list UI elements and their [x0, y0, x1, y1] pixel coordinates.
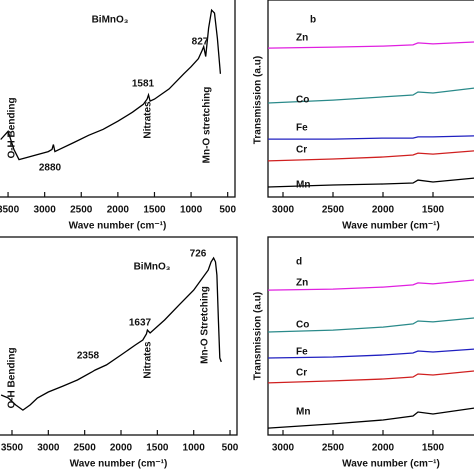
x-tick-label: 2000	[110, 443, 133, 454]
x-tick-label: 3000	[272, 443, 295, 454]
series-label: Cr	[296, 368, 307, 379]
spectrum-line	[267, 407, 474, 429]
x-axis-title: Wave number (cm⁻¹)	[70, 459, 168, 470]
annotation: 827	[192, 37, 209, 48]
annotation: 2880	[39, 163, 62, 174]
annotation: 1581	[132, 79, 155, 90]
series-label: Zn	[296, 278, 308, 289]
annotation: Nitrates	[143, 101, 154, 139]
panel-label: b	[310, 15, 316, 26]
x-tick-label: 2500	[74, 443, 97, 454]
y-axis-title: Transmission (a.u)	[253, 292, 264, 380]
x-tick-label: 3000	[34, 205, 57, 216]
spectrum-line	[0, 8, 222, 161]
spectrum-line	[267, 41, 474, 49]
annotation: BiMnO₃	[92, 15, 129, 26]
x-tick-label: 2500	[70, 205, 93, 216]
series-label: Mn	[296, 180, 310, 191]
plot-frame	[0, 0, 236, 198]
x-tick-label: 3000	[37, 443, 60, 454]
series-label: Co	[296, 320, 309, 331]
x-axis-title: Wave number (cm⁻¹)	[342, 221, 440, 232]
x-tick-label: 3000	[272, 205, 295, 216]
annotation: Mn-O stretching	[202, 87, 213, 164]
spectrum-line	[267, 279, 474, 291]
spectrum-line	[267, 317, 474, 333]
x-tick-label: 1500	[422, 205, 445, 216]
x-tick-label: 3500	[1, 443, 24, 454]
x-tick-label: 1500	[422, 443, 445, 454]
spectrum-line	[0, 256, 222, 411]
x-tick-label: 500	[222, 443, 239, 454]
annotation: 2358	[77, 351, 100, 362]
annotation: O-H Bending	[7, 347, 18, 408]
x-tick-label: 3500	[0, 205, 20, 216]
y-axis-title: Transmission (a.u)	[253, 56, 264, 144]
spectrum-line	[267, 150, 474, 162]
x-tick-label: 2000	[372, 205, 395, 216]
annotation: 726	[190, 249, 207, 260]
x-tick-label: 2000	[372, 443, 395, 454]
series-label: Fe	[296, 123, 308, 134]
annotation: 1637	[129, 318, 152, 329]
spectrum-line	[267, 370, 474, 384]
plot-frame	[0, 236, 238, 436]
x-tick-label: 2000	[107, 205, 130, 216]
annotation: O-H Bending	[7, 97, 18, 158]
series-label: Zn	[296, 33, 308, 44]
x-axis-title: Wave number (cm⁻¹)	[342, 459, 440, 470]
x-tick-label: 500	[219, 205, 236, 216]
spectrum-line	[267, 87, 474, 104]
plot-frame	[267, 0, 474, 198]
x-tick-label: 2500	[322, 443, 345, 454]
x-axis-title: Wave number (cm⁻¹)	[69, 221, 167, 232]
plot-frame	[267, 236, 474, 436]
panel-label: d	[296, 257, 302, 268]
x-tick-label: 1000	[183, 443, 206, 454]
annotation: Nitrates	[143, 341, 154, 379]
x-tick-label: 1500	[143, 205, 166, 216]
x-tick-label: 1500	[146, 443, 169, 454]
spectrum-line	[268, 135, 474, 140]
series-label: Cr	[296, 145, 307, 156]
spectrum-line	[267, 348, 474, 359]
annotation: BiMnO₃	[134, 262, 171, 273]
x-tick-label: 1000	[180, 205, 203, 216]
series-label: Co	[296, 95, 309, 106]
x-tick-label: 2500	[322, 205, 345, 216]
series-label: Fe	[296, 347, 308, 358]
spectrum-line	[267, 177, 474, 188]
annotation: Mn-O Stretching	[200, 286, 211, 364]
series-label: Mn	[296, 407, 310, 418]
